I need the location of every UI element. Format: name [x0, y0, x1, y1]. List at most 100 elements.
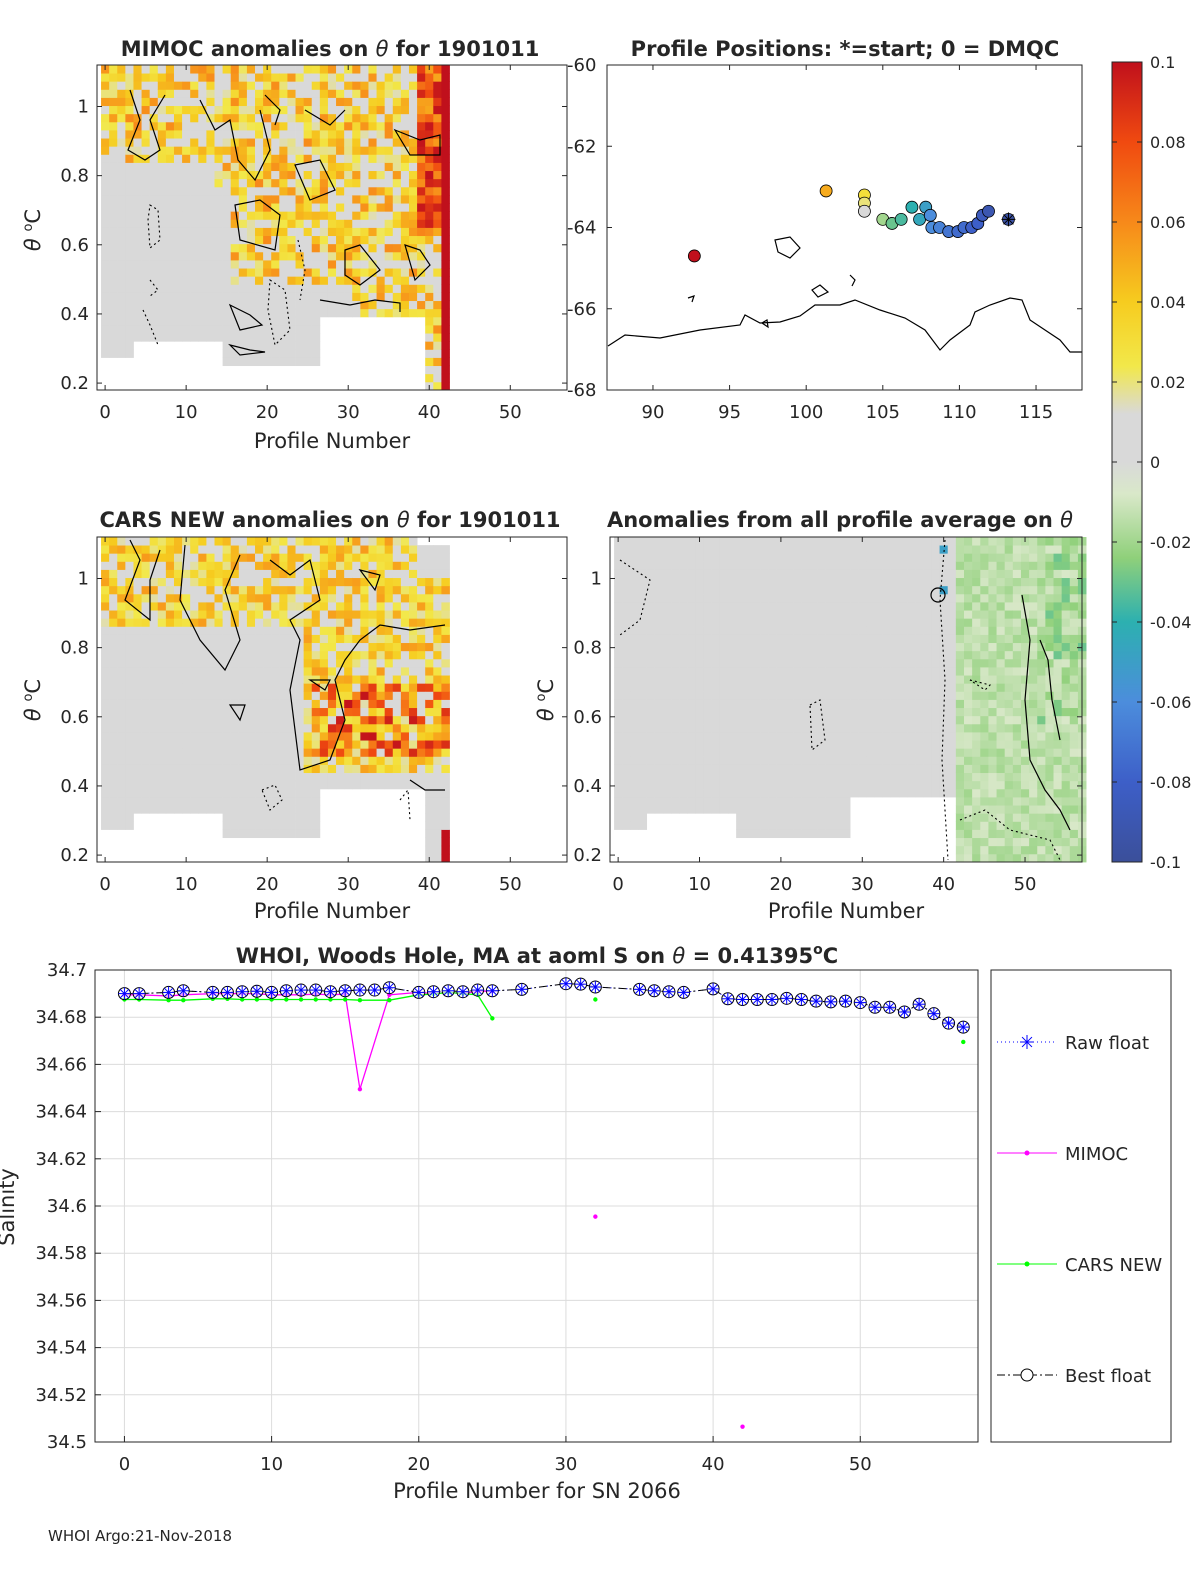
heatmap-cell — [319, 642, 329, 652]
heatmap-cell — [687, 772, 696, 782]
heatmap-cell — [295, 740, 305, 749]
heatmap-cell — [109, 268, 118, 277]
heatmap-cell — [327, 715, 337, 725]
heatmap-cell — [817, 699, 827, 709]
x-tick-label: 50 — [499, 874, 522, 895]
heatmap-cell — [433, 691, 442, 700]
heatmap-cell — [417, 707, 426, 717]
heatmap-cell — [173, 251, 183, 261]
heatmap-cell — [263, 602, 272, 611]
heatmap-cell — [898, 756, 908, 765]
heatmap-cell — [890, 756, 900, 765]
heatmap-cell — [1012, 675, 1022, 684]
heatmap-cell — [271, 357, 280, 367]
heatmap-cell — [133, 325, 142, 334]
heatmap-cell — [336, 650, 345, 660]
heatmap-cell — [311, 707, 321, 717]
heatmap-cell — [719, 626, 729, 635]
heatmap-cell — [311, 740, 321, 749]
heatmap-cell — [360, 667, 369, 676]
heatmap-cell — [173, 748, 183, 757]
heatmap-cell — [238, 577, 248, 587]
heatmap-cell — [646, 748, 656, 757]
heatmap-cell — [125, 740, 134, 749]
heatmap-cell — [157, 130, 167, 139]
heatmap-cell — [776, 805, 786, 814]
heatmap-cell — [255, 260, 264, 269]
heatmap-cell — [890, 683, 900, 692]
heatmap-cell — [157, 658, 167, 668]
heatmap-cell — [760, 764, 770, 774]
heatmap-cell — [874, 772, 884, 782]
heatmap-cell — [400, 300, 410, 310]
heatmap-cell — [287, 626, 296, 635]
heatmap-cell — [833, 780, 843, 790]
heatmap-cell — [246, 316, 256, 326]
heatmap-cell — [279, 805, 288, 814]
heatmap-cell — [622, 756, 631, 765]
heatmap-cell — [246, 186, 256, 196]
heatmap-cell — [809, 610, 818, 619]
heatmap-cell — [793, 756, 802, 765]
heatmap-cell — [817, 707, 827, 717]
heatmap-cell — [344, 740, 353, 749]
heatmap-cell — [214, 276, 223, 285]
heatmap-cell — [222, 162, 232, 172]
heatmap-cell — [327, 170, 337, 180]
heatmap-cell — [246, 699, 256, 709]
heatmap-cell — [344, 618, 353, 627]
heatmap-cell — [980, 683, 989, 692]
heatmap-cell — [101, 292, 110, 302]
heatmap-cell — [433, 626, 442, 635]
heatmap-cell — [996, 618, 1006, 627]
x-tick-label: 20 — [256, 402, 279, 423]
heatmap-cell — [825, 756, 835, 765]
heatmap-cell — [360, 732, 369, 741]
heatmap-cell — [400, 650, 410, 660]
heatmap-cell — [408, 276, 418, 285]
x-tick-label: 110 — [942, 402, 976, 423]
heatmap-cell — [336, 146, 345, 155]
heatmap-cell — [703, 537, 713, 546]
heatmap-cell — [101, 333, 110, 342]
heatmap-cell — [352, 545, 361, 554]
heatmap-cell — [125, 251, 134, 261]
heatmap-cell — [117, 113, 126, 123]
heatmap-cell — [433, 707, 442, 717]
heatmap-cell — [728, 723, 737, 733]
heatmap-cell — [279, 292, 288, 302]
heatmap-cell — [295, 707, 305, 717]
heatmap-cell — [246, 121, 256, 131]
heatmap-cell — [109, 300, 118, 310]
heatmap-cell — [841, 585, 851, 595]
heatmap-cell — [776, 707, 786, 717]
heatmap-cell — [1020, 845, 1030, 855]
heatmap-cell — [214, 675, 223, 684]
heatmap-cell — [654, 561, 664, 570]
heatmap-cell — [425, 276, 434, 285]
heatmap-cell — [923, 553, 932, 562]
heatmap-cell — [263, 715, 272, 725]
heatmap-cell — [850, 699, 859, 709]
heatmap-cell — [441, 618, 450, 627]
heatmap-cell — [165, 121, 175, 131]
heatmap-cell — [214, 553, 223, 562]
heatmap-cell — [768, 764, 778, 774]
heatmap-cell — [1004, 569, 1014, 579]
heatmap-cell — [614, 561, 623, 570]
heatmap-cell — [303, 780, 313, 790]
heatmap-cell — [931, 683, 940, 692]
heatmap-cell — [1004, 618, 1014, 627]
heatmap-cell — [319, 284, 329, 293]
heatmap-cell — [915, 553, 924, 562]
heatmap-cell — [392, 748, 402, 757]
heatmap-cell — [214, 154, 223, 163]
heatmap-cell — [109, 593, 118, 603]
heatmap-cell — [255, 569, 264, 579]
heatmap-cell — [638, 797, 648, 806]
heatmap-cell — [182, 325, 191, 334]
heatmap-cell — [695, 756, 704, 765]
heatmap-cell — [703, 764, 713, 774]
heatmap-cell — [679, 667, 688, 676]
heatmap-cell — [311, 569, 321, 579]
